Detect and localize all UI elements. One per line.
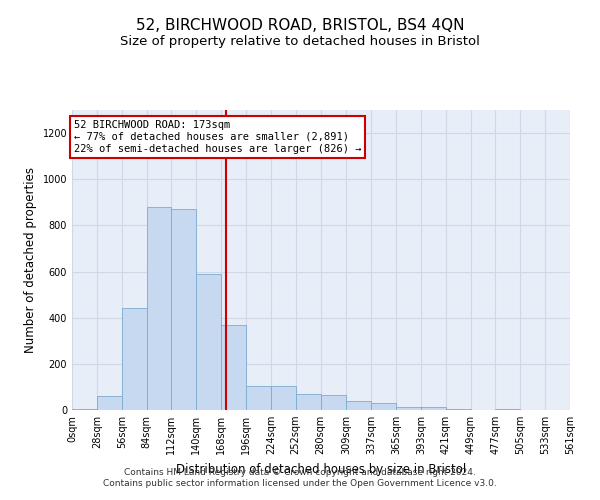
Bar	[496, 409, 520, 410]
X-axis label: Distribution of detached houses by size in Bristol: Distribution of detached houses by size …	[176, 462, 466, 475]
Bar	[221, 324, 246, 410]
Bar	[396, 406, 421, 410]
Text: 52, BIRCHWOOD ROAD, BRISTOL, BS4 4QN: 52, BIRCHWOOD ROAD, BRISTOL, BS4 4QN	[136, 18, 464, 32]
Bar	[172, 209, 196, 410]
Bar	[196, 274, 221, 410]
Bar	[296, 394, 320, 410]
Bar	[371, 403, 396, 410]
Text: Contains HM Land Registry data © Crown copyright and database right 2024.
Contai: Contains HM Land Registry data © Crown c…	[103, 468, 497, 487]
Bar	[72, 409, 97, 410]
Bar	[271, 386, 296, 410]
Text: Size of property relative to detached houses in Bristol: Size of property relative to detached ho…	[120, 35, 480, 48]
Bar	[421, 406, 446, 410]
Bar	[446, 409, 470, 410]
Bar	[346, 401, 371, 410]
Bar	[246, 386, 271, 410]
Bar	[320, 395, 346, 410]
Text: 52 BIRCHWOOD ROAD: 173sqm
← 77% of detached houses are smaller (2,891)
22% of se: 52 BIRCHWOOD ROAD: 173sqm ← 77% of detac…	[74, 120, 361, 154]
Bar	[122, 308, 146, 410]
Bar	[146, 207, 172, 410]
Y-axis label: Number of detached properties: Number of detached properties	[24, 167, 37, 353]
Bar	[97, 396, 122, 410]
